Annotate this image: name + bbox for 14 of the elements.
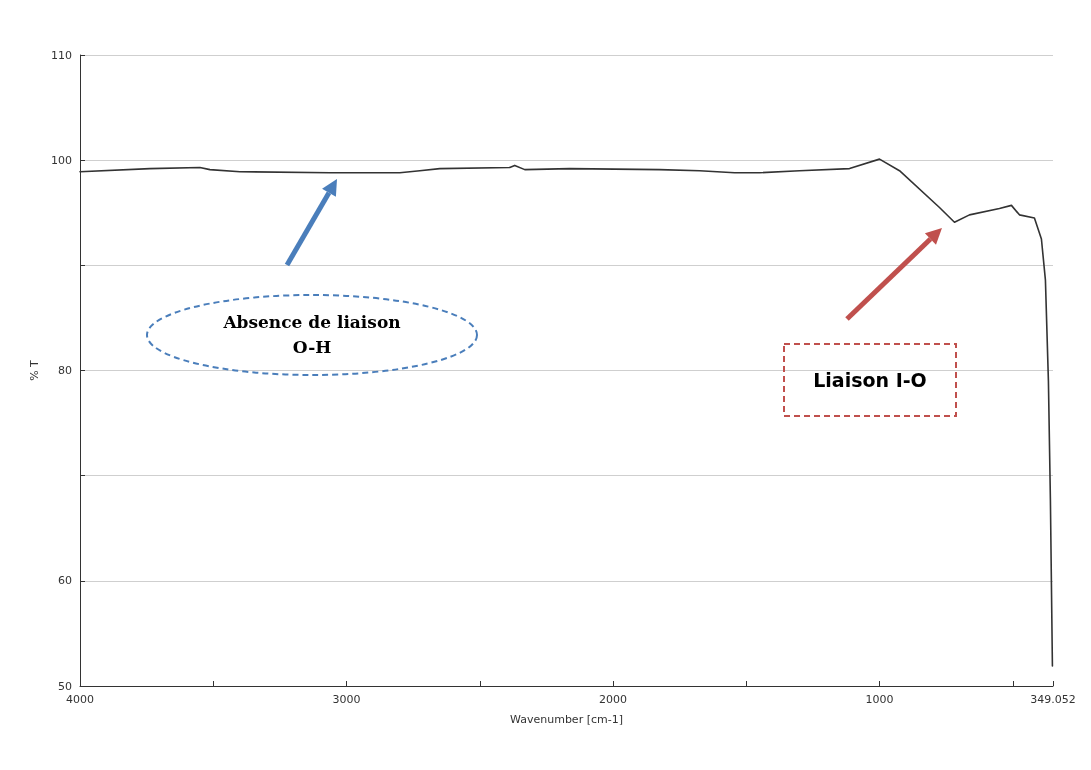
annotation: Liaison I-O [812,367,928,393]
x-axis-title: Wavenumber [cm-1] [510,713,623,726]
y-tick-label: 50 [58,679,72,693]
y-tick-label: 100 [51,153,72,167]
y-tick-label: 110 [51,48,72,62]
y-tick-label: 80 [58,364,72,377]
x-tick-label: 349.052 [1030,693,1076,706]
x-tick-label: 3000 [332,693,361,706]
x-tick-label: 1000 [865,693,894,706]
y-tick-label: 60 [58,574,72,588]
annotation: Absence de liaison O-H [222,310,402,359]
x-tick-label: 4000 [66,693,94,706]
y-axis-title: % T [28,359,41,381]
x-tick-label: 2000 [599,693,628,706]
